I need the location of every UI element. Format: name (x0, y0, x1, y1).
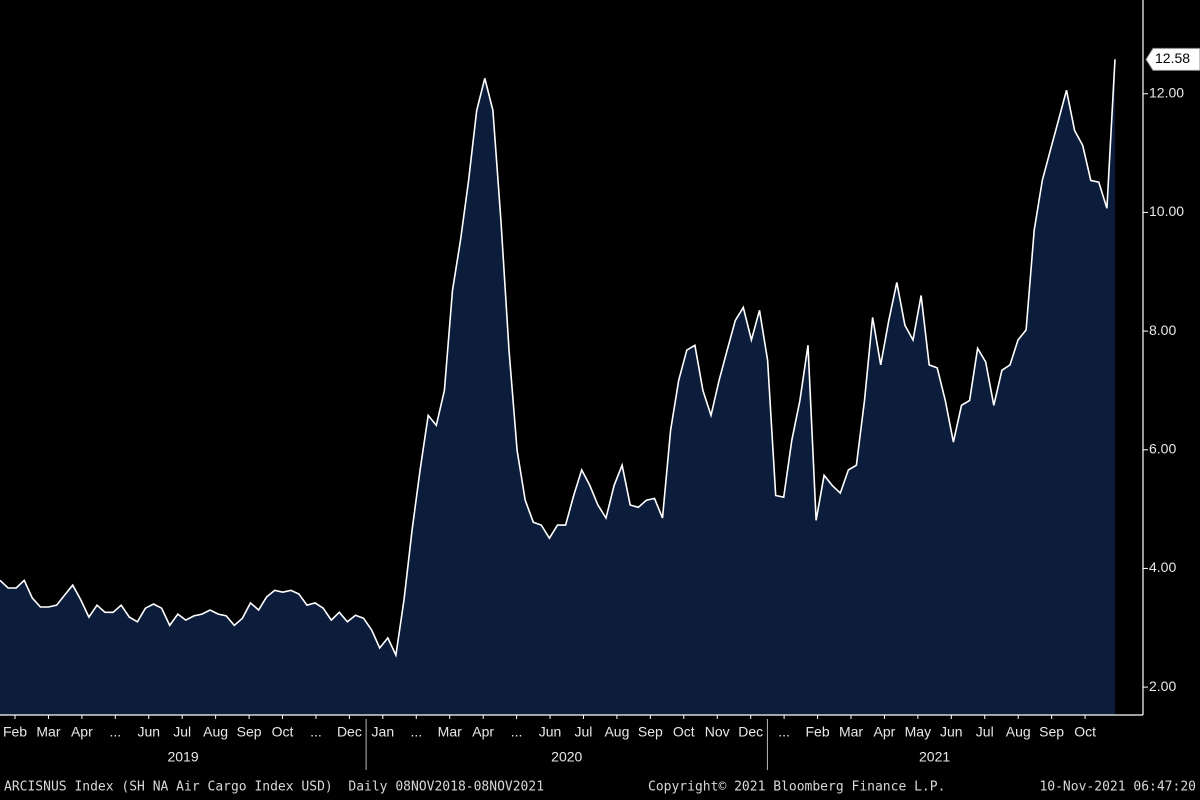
x-tick-label: Mar (438, 724, 462, 740)
x-tick-label: Jun (539, 724, 562, 740)
x-tick-label: Oct (1074, 724, 1096, 740)
footer-left: ARCISNUS Index (SH NA Air Cargo Index US… (4, 780, 544, 795)
x-tick-label: Sep (237, 724, 262, 740)
year-label: 2021 (919, 749, 950, 765)
x-tick-label: Feb (3, 724, 27, 740)
y-tick-label: 6.00 (1149, 440, 1176, 456)
last-value-label: 12.58 (1155, 50, 1190, 66)
x-tick-label: Jun (940, 724, 963, 740)
x-tick-label: Jul (173, 724, 191, 740)
footer-right: 10-Nov-2021 06:47:20 (1039, 780, 1196, 795)
year-label: 2019 (167, 749, 198, 765)
x-tick-label: Oct (272, 724, 294, 740)
x-tick-label: ... (410, 724, 422, 740)
x-tick-label: Sep (638, 724, 663, 740)
y-tick-label: 10.00 (1149, 203, 1184, 219)
x-tick-label: Sep (1039, 724, 1064, 740)
x-tick-label: ... (778, 724, 790, 740)
x-tick-label: Dec (738, 724, 763, 740)
area (0, 59, 1115, 716)
x-tick-label: Mar (36, 724, 60, 740)
y-tick-label: 12.00 (1149, 84, 1184, 100)
line (0, 59, 1116, 658)
x-tick-label: Apr (874, 724, 896, 740)
year-label: 2020 (551, 749, 582, 765)
x-tick-label: ... (109, 724, 121, 740)
x-tick-label: Jul (575, 724, 593, 740)
x-tick-label: Apr (71, 724, 93, 740)
x-tick-label: Nov (705, 724, 730, 740)
x-tick-label: Jun (137, 724, 160, 740)
footer-center: Copyright© 2021 Bloomberg Finance L.P. (648, 780, 945, 795)
x-tick-label: Aug (604, 724, 629, 740)
last-value-box (1145, 47, 1200, 71)
x-tick-label: Apr (472, 724, 494, 740)
y-tick-label: 2.00 (1149, 678, 1176, 694)
x-tick-label: Dec (337, 724, 362, 740)
x-tick-label: Aug (1006, 724, 1031, 740)
y-tick-label: 4.00 (1149, 559, 1176, 575)
x-tick-label: Oct (673, 724, 695, 740)
x-tick-label: ... (511, 724, 523, 740)
x-tick-label: May (905, 724, 931, 740)
x-tick-label: Aug (203, 724, 228, 740)
y-tick-label: 8.00 (1149, 322, 1176, 338)
x-tick-label: Jul (976, 724, 994, 740)
x-tick-label: ... (310, 724, 322, 740)
x-tick-label: Feb (805, 724, 829, 740)
x-tick-label: Jan (372, 724, 395, 740)
x-tick-label: Mar (839, 724, 863, 740)
